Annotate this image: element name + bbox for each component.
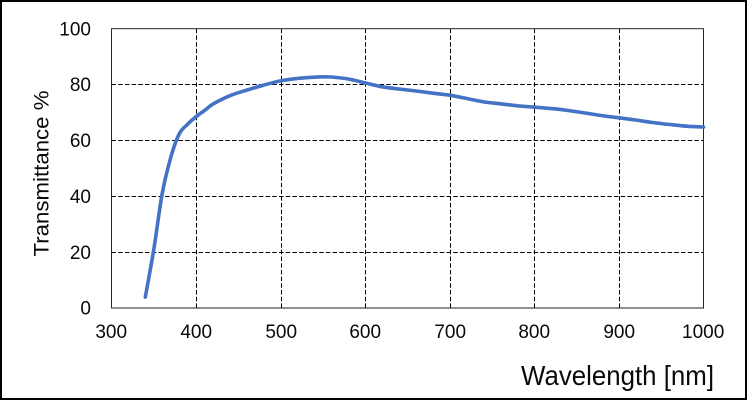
svg-text:400: 400 xyxy=(180,322,212,343)
svg-text:100: 100 xyxy=(59,19,91,40)
svg-text:Transmittance %: Transmittance % xyxy=(31,91,54,257)
svg-text:0: 0 xyxy=(80,299,91,320)
svg-text:20: 20 xyxy=(70,243,91,264)
svg-text:80: 80 xyxy=(70,75,91,96)
svg-text:40: 40 xyxy=(70,187,91,208)
svg-text:1000: 1000 xyxy=(682,322,724,343)
svg-text:700: 700 xyxy=(434,322,466,343)
svg-text:900: 900 xyxy=(603,322,635,343)
svg-text:300: 300 xyxy=(95,322,127,343)
svg-text:500: 500 xyxy=(265,322,297,343)
svg-text:800: 800 xyxy=(518,322,550,343)
svg-text:60: 60 xyxy=(70,131,91,152)
svg-text:Wavelength [nm]: Wavelength [nm] xyxy=(521,360,714,391)
svg-text:600: 600 xyxy=(349,322,381,343)
